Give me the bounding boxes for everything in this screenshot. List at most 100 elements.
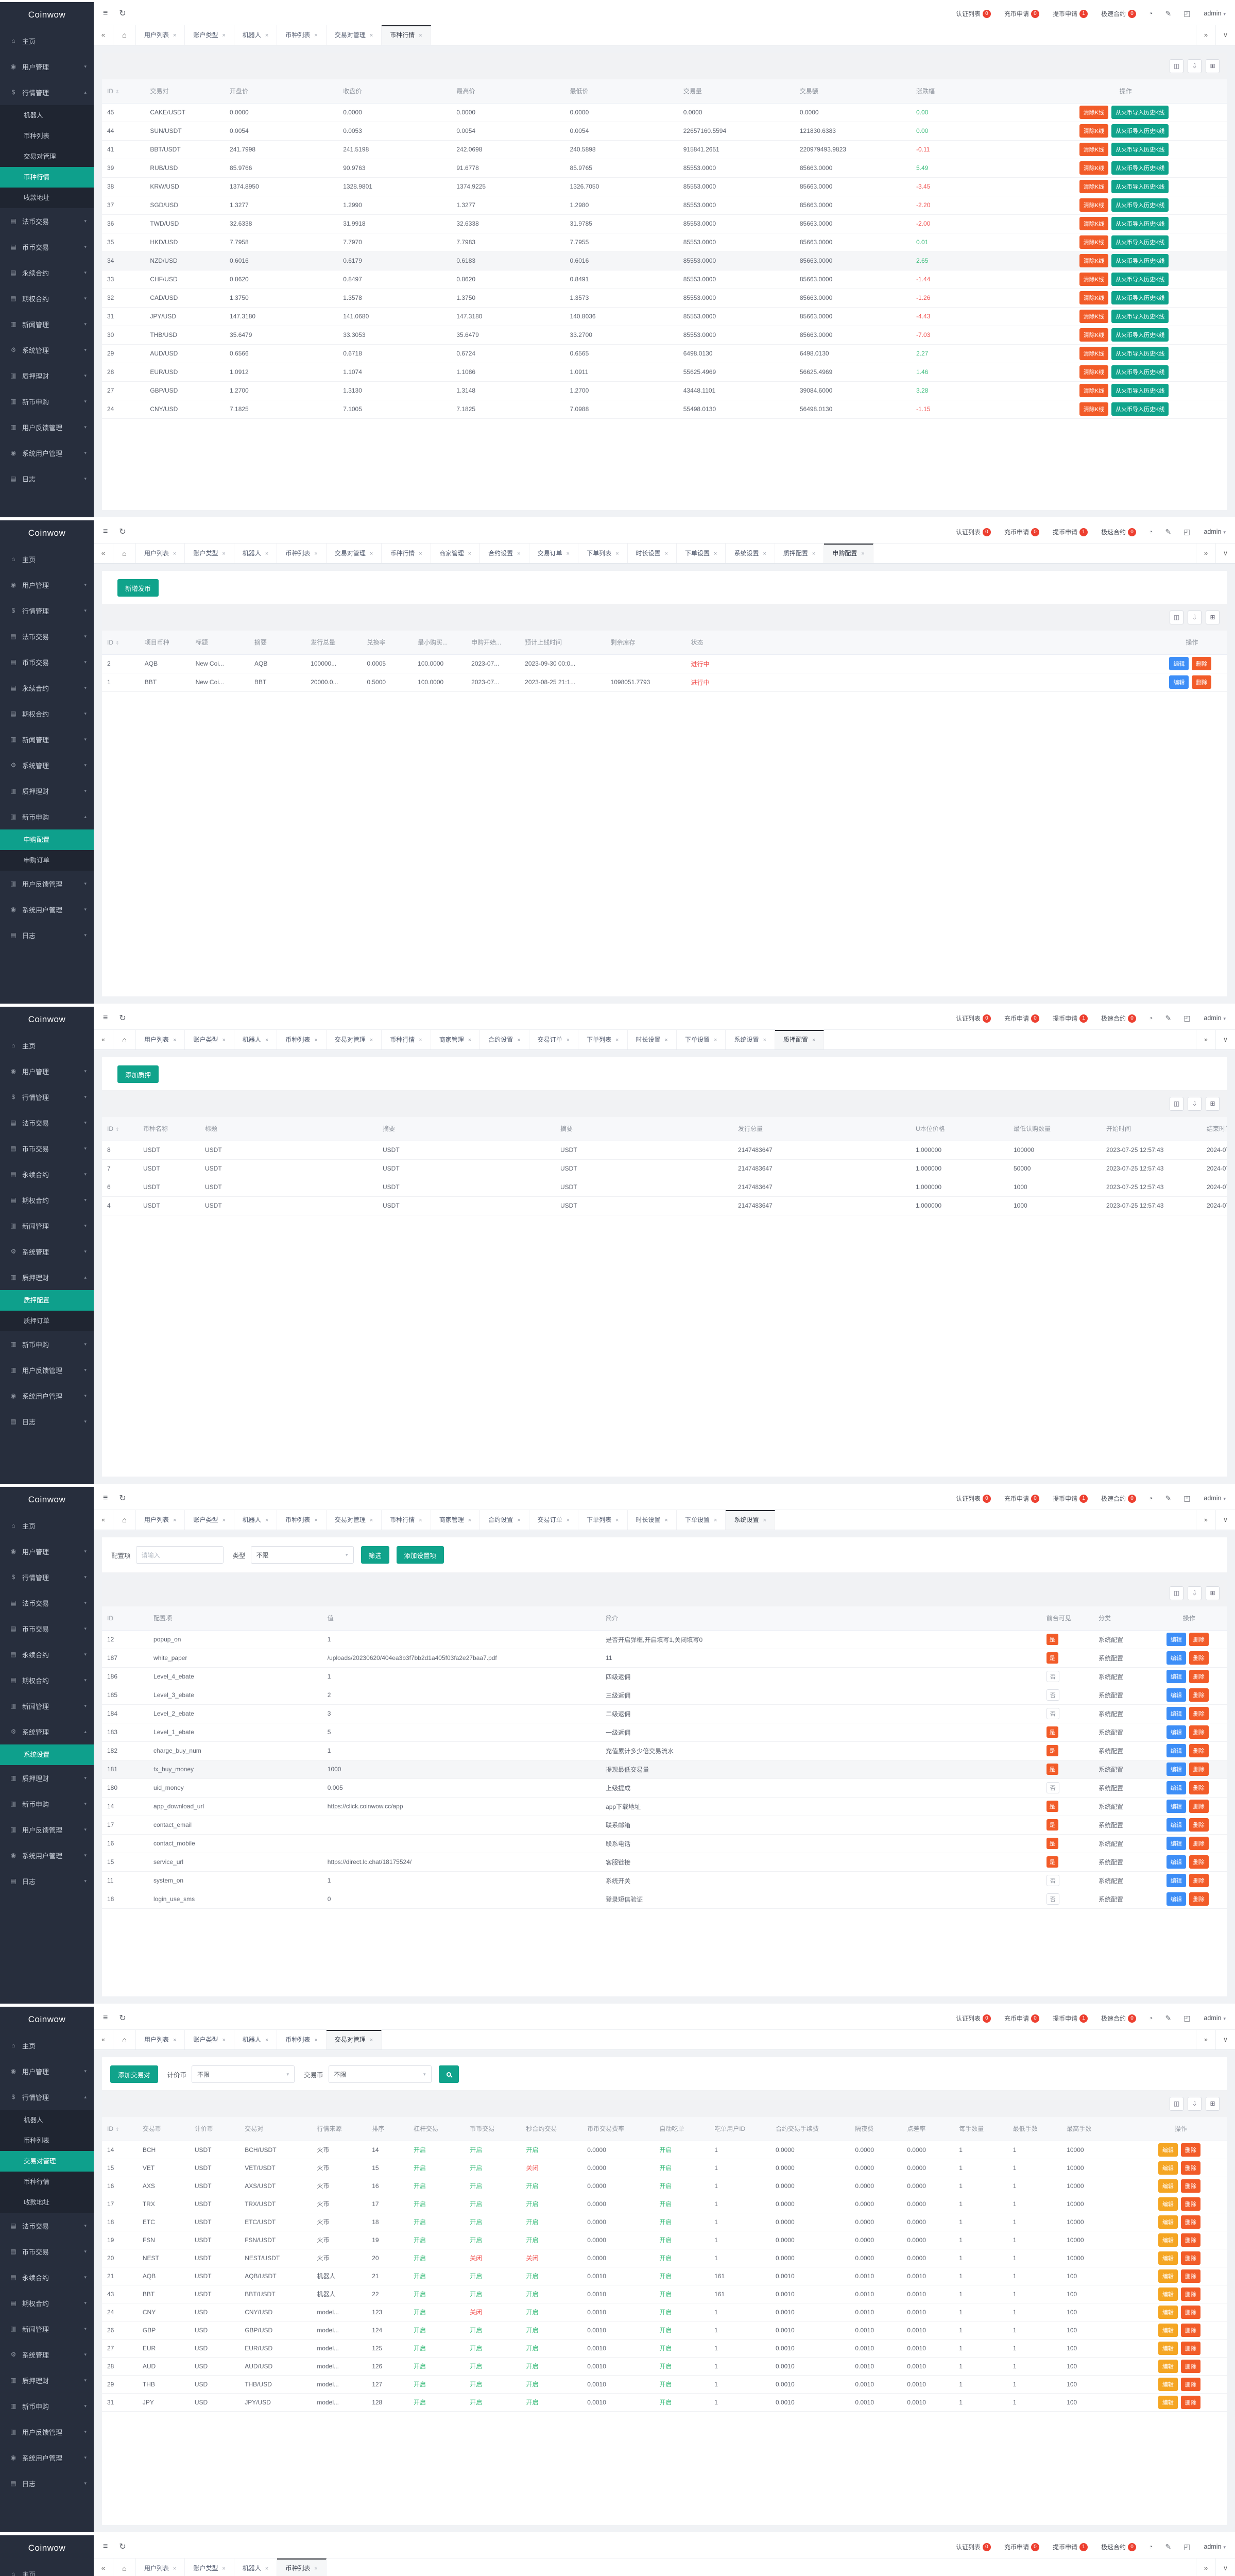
close-tab-icon[interactable]: × [517,1037,521,1043]
edit-button[interactable]: 编辑 [1158,2305,1178,2319]
refresh-icon[interactable]: ↻ [119,1494,126,1503]
tab-下单设置[interactable]: 下单设置 × [677,544,726,563]
clear-kline-button[interactable]: 清除K线 [1079,180,1109,193]
sidebar-item-pledge-finance[interactable]: ▥ 质押理财 ▾ [0,363,94,388]
tabs-scroll-left-icon[interactable]: « [94,2030,113,2049]
collapse-sidebar-icon[interactable]: ≡ [103,527,108,536]
tab-用户列表[interactable]: 用户列表 × [136,2558,185,2576]
sidebar-item-fiat-trade[interactable]: ▤ 法币交易 ▾ [0,208,94,234]
close-tab-icon[interactable]: × [314,2037,318,2043]
column-settings-icon[interactable]: ◫ [1170,2096,1183,2111]
export-icon[interactable]: ⇩ [1188,2096,1202,2111]
tag-icon[interactable]: ✎ [1165,2542,1172,2551]
base-coin-select[interactable]: 不限 ▾ [328,2065,432,2083]
delete-button[interactable]: 删除 [1180,2287,1200,2301]
header-badge-充币申请[interactable]: 充币申请 0 [1004,1014,1039,1023]
tab-交易对管理-active[interactable]: 交易对管理 × [326,2030,382,2049]
sidebar-subitem[interactable]: 收款地址 [24,194,50,201]
header-badge-提币申请[interactable]: 提币申请 1 [1053,2014,1088,2023]
fullscreen-icon[interactable]: ◰ [1183,527,1191,536]
sidebar-item-fiat-trade[interactable]: ▤ 法币交易 ▾ [0,2213,94,2239]
header-badge-充币申请[interactable]: 充币申请 0 [1004,2543,1039,2551]
header-badge-认证列表[interactable]: 认证列表 0 [956,528,991,536]
tabs-scroll-left-icon[interactable]: « [94,1030,113,1049]
close-tab-icon[interactable]: × [265,551,269,557]
tag-icon[interactable]: ✎ [1165,1013,1172,1022]
tab-币种列表[interactable]: 币种列表 × [277,1510,327,1530]
close-tab-icon[interactable]: × [763,551,766,557]
sidebar-item-logs[interactable]: ▤ 日志 ▾ [0,1409,94,1434]
home-tab[interactable]: ⌂ [113,1510,136,1530]
sidebar-item-system-users[interactable]: ◉ 系统用户管理 ▾ [0,896,94,922]
clear-kline-button[interactable]: 清除K线 [1079,273,1109,286]
export-icon[interactable]: ⇩ [1188,59,1202,73]
guide-icon[interactable]: ◔ [1148,2014,1153,2022]
header-badge-提币申请[interactable]: 提币申请 1 [1053,528,1088,536]
export-icon[interactable]: ⇩ [1188,610,1202,624]
sidebar-subitem[interactable]: 机器人 [24,2116,43,2124]
sidebar-item-user-management[interactable]: ◉ 用户管理 ▾ [0,54,94,79]
clear-kline-button[interactable]: 清除K线 [1079,291,1109,304]
close-tab-icon[interactable]: × [222,32,226,39]
edit-button[interactable]: 编辑 [1166,1651,1186,1665]
collapse-sidebar-icon[interactable]: ≡ [103,1494,108,1502]
delete-button[interactable]: 删除 [1189,1781,1209,1794]
admin-user-menu[interactable]: admin ▾ [1204,2543,1226,2550]
sidebar-item-fiat-trade[interactable]: ▤ 法币交易 ▾ [0,1590,94,1616]
sidebar-item-system-users[interactable]: ◉ 系统用户管理 ▾ [0,1842,94,1868]
sidebar-item-market-management[interactable]: $ 行情管理 ▴ [0,2084,94,2110]
sidebar-item-home[interactable]: ⌂ 主页 [0,28,94,54]
close-tab-icon[interactable]: × [468,551,472,557]
sidebar-item-user-feedback[interactable]: ▥ 用户反馈管理 ▾ [0,1817,94,1842]
sidebar-subitem-active[interactable]: 申购配置 [0,829,94,850]
header-badge-极速合约[interactable]: 极速合约 0 [1101,528,1136,536]
config-key-input[interactable]: 请输入 [135,1546,224,1564]
clear-kline-button[interactable]: 清除K线 [1079,384,1109,397]
tab-机器人[interactable]: 机器人 × [234,544,278,563]
tab-下单列表[interactable]: 下单列表 × [578,1030,628,1049]
close-tab-icon[interactable]: × [566,1037,570,1043]
close-tab-icon[interactable]: × [265,2037,269,2043]
header-badge-认证列表[interactable]: 认证列表 0 [956,1494,991,1503]
import-kline-button[interactable]: 从火币导入历史K线 [1111,161,1169,175]
sidebar-item-news-management[interactable]: ▥ 新闻管理 ▾ [0,311,94,337]
delete-button[interactable]: 删除 [1189,1892,1209,1906]
home-tab[interactable]: ⌂ [113,544,136,563]
import-kline-button[interactable]: 从火币导入历史K线 [1111,180,1169,193]
tab-账户类型[interactable]: 账户类型 × [185,544,234,563]
print-icon[interactable]: ⊞ [1206,610,1220,624]
delete-button[interactable]: 删除 [1189,1800,1209,1813]
edit-button[interactable]: 编辑 [1158,2197,1178,2211]
import-kline-button[interactable]: 从火币导入历史K线 [1111,254,1169,267]
tag-icon[interactable]: ✎ [1165,1494,1172,1502]
tab-下单设置[interactable]: 下单设置 × [677,1030,726,1049]
sidebar-item-perpetual-contract[interactable]: ▤ 永续合约 ▾ [0,675,94,701]
sidebar-item-news-management[interactable]: ▥ 新闻管理 ▾ [0,1693,94,1719]
tab-商家管理[interactable]: 商家管理 × [431,544,481,563]
column-settings-icon[interactable]: ◫ [1170,1586,1183,1600]
edit-button[interactable]: 编辑 [1166,1892,1186,1906]
close-tab-icon[interactable]: × [419,1517,422,1523]
close-tab-icon[interactable]: × [419,1037,422,1043]
sidebar-item-options-contract[interactable]: ▤ 期权合约 ▾ [0,285,94,311]
close-tab-icon[interactable]: × [369,551,373,557]
header-badge-提币申请[interactable]: 提币申请 1 [1053,2543,1088,2551]
sidebar-item-spot-trade[interactable]: ▤ 币币交易 ▾ [0,1616,94,1641]
close-tab-icon[interactable]: × [812,1037,816,1043]
import-kline-button[interactable]: 从火币导入历史K线 [1111,402,1169,416]
tab-币种行情-active[interactable]: 币种行情 × [382,25,431,45]
edit-button[interactable]: 编辑 [1166,1744,1186,1757]
tab-机器人[interactable]: 机器人 × [234,2558,278,2576]
tab-质押配置[interactable]: 质押配置 × [775,544,825,563]
clear-kline-button[interactable]: 清除K线 [1079,254,1109,267]
clear-kline-button[interactable]: 清除K线 [1079,124,1109,138]
edit-button[interactable]: 编辑 [1158,2251,1178,2265]
header-badge-极速合约[interactable]: 极速合约 0 [1101,1014,1136,1023]
filter-button[interactable]: 筛选 [361,1546,389,1564]
sidebar-item-user-management[interactable]: ◉ 用户管理 ▾ [0,1058,94,1084]
sidebar-subitem[interactable]: 币种列表 [24,132,50,140]
tabs-scroll-right-icon[interactable]: » [1196,2030,1215,2049]
sidebar-item-new-coin-subscribe[interactable]: ▥ 新币申购 ▴ [0,804,94,829]
tab-交易订单[interactable]: 交易订单 × [529,544,579,563]
edit-button[interactable]: 编辑 [1166,1633,1186,1646]
